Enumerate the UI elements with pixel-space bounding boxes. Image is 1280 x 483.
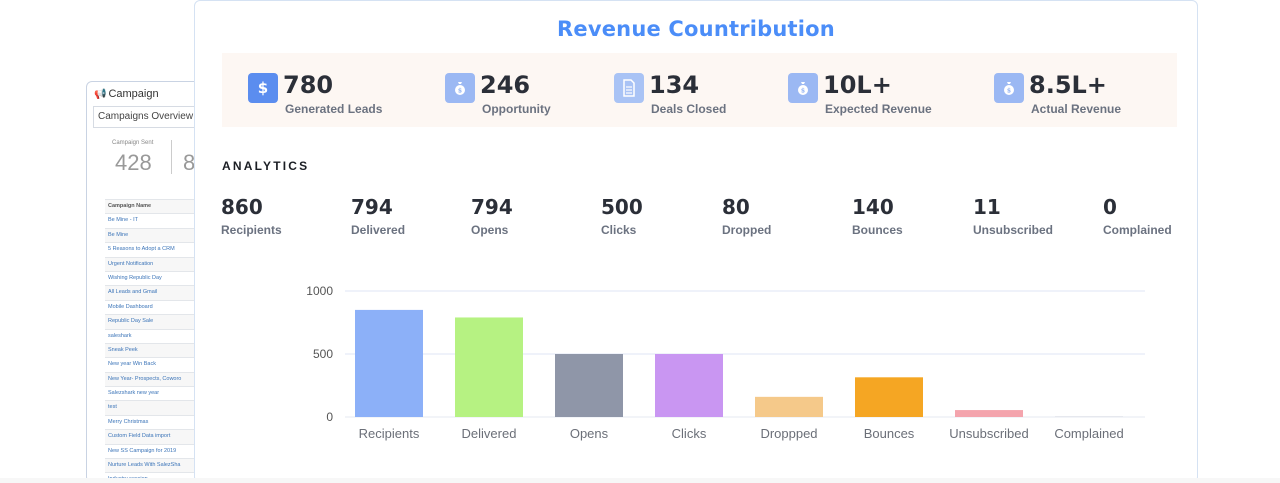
metric-recipients: 860 Recipients (221, 195, 282, 237)
chart-bar[interactable] (555, 354, 623, 417)
metric-label: Complained (1103, 223, 1172, 237)
kpi-value: 780 (283, 71, 334, 99)
table-row[interactable]: All Leads and Gmail (105, 285, 215, 300)
chart-bar[interactable] (655, 354, 723, 417)
table-row[interactable]: Be Mine - IT (105, 213, 215, 227)
metric-label: Clicks (601, 223, 637, 237)
metric-label: Opens (471, 223, 509, 237)
metric-complained: 0 Complained (1103, 195, 1172, 237)
metric-value: 794 (471, 195, 513, 219)
table-row[interactable]: New Year- Prospects, Coworo (105, 371, 215, 387)
svg-text:$: $ (458, 88, 462, 95)
chart-bar[interactable] (955, 410, 1023, 417)
metric-value: 140 (852, 195, 894, 219)
metric-value: 11 (973, 195, 1001, 219)
campaign-sent-label: Campaign Sent (112, 140, 154, 146)
table-row[interactable]: 5 Reasons to Adopt a CRM (105, 242, 215, 256)
table-row[interactable]: Be Mine (105, 227, 215, 243)
document-icon (614, 73, 644, 103)
campaign-table: Campaign Name Be Mine - IT Be Mine 5 Rea… (105, 199, 215, 482)
revenue-card: Revenue Countribution $ 780 Generated Le… (194, 0, 1198, 483)
megaphone-icon: 📢 (94, 89, 107, 100)
metric-label: Delivered (351, 223, 406, 237)
metric-label: Unsubscribed (973, 223, 1054, 237)
y-tick-label: 0 (326, 410, 333, 424)
table-row[interactable]: Mobile Dashboard (105, 299, 215, 314)
table-row[interactable]: New SS Campaign for 2019 (105, 443, 215, 458)
metric-value: 0 (1103, 195, 1117, 219)
svg-text:$: $ (1007, 88, 1011, 95)
svg-text:$: $ (801, 88, 805, 95)
metric-value: 500 (601, 195, 643, 219)
table-row[interactable]: saleshark (105, 328, 215, 343)
y-tick-label: 500 (313, 347, 333, 361)
x-tick-label: Delivered (462, 426, 517, 441)
metric-label: Dropped (722, 223, 772, 237)
metric-label: Recipients (221, 223, 282, 237)
kpi-strip: $ 780 Generated Leads $ 246 Opportunity … (222, 53, 1177, 127)
chart-bar[interactable] (755, 396, 823, 417)
svg-text:$: $ (258, 79, 268, 97)
campaign-title-text: Campaign (108, 88, 159, 100)
stat-divider (171, 140, 172, 174)
x-tick-label: Clicks (672, 426, 707, 441)
kpi-value: 246 (480, 71, 531, 99)
footer-strip (0, 478, 1280, 483)
x-tick-label: Unsubscribed (949, 426, 1029, 441)
kpi-label: Deals Closed (651, 102, 727, 116)
chart-bar[interactable] (855, 377, 923, 417)
table-row[interactable]: Nurture Leads With SalezSha (105, 458, 215, 473)
metric-value: 794 (351, 195, 393, 219)
metric-value: 80 (722, 195, 750, 219)
kpi-value: 10L+ (823, 71, 892, 99)
money-bag-icon: $ (994, 73, 1024, 103)
money-bag-icon: $ (788, 73, 818, 103)
table-row[interactable]: Republic Day Sale (105, 314, 215, 329)
metric-unsubscribed: 11 Unsubscribed (973, 195, 1053, 237)
kpi-value: 134 (649, 71, 700, 99)
analytics-heading: ANALYTICS (222, 159, 310, 173)
campaign-sent-value: 428 (115, 150, 152, 175)
money-bag-icon: $ (445, 73, 475, 103)
metric-label: Bounces (852, 223, 903, 237)
table-row[interactable]: Wishing Republic Day (105, 270, 215, 285)
campaign-stat-partial: 8 (183, 150, 196, 175)
kpi-label: Actual Revenue (1031, 102, 1122, 116)
metric-bounces: 140 Bounces (852, 195, 903, 237)
x-tick-label: Opens (570, 426, 609, 441)
y-tick-label: 1000 (306, 284, 333, 298)
x-tick-label: Recipients (359, 426, 420, 441)
x-tick-label: Complained (1054, 426, 1123, 441)
table-row[interactable]: Urgent Notification (105, 256, 215, 271)
kpi-label: Opportunity (482, 102, 551, 116)
table-row[interactable]: Merry Christmas (105, 414, 215, 429)
chart-bar[interactable] (455, 317, 523, 417)
card-title: Revenue Countribution (557, 17, 835, 41)
table-row[interactable]: test (105, 400, 215, 415)
dollar-icon: $ (248, 73, 278, 103)
analytics-bar-chart: 0 500 1000 Recipients Delivered Opens Clicks Dr… (306, 284, 1145, 441)
campaign-window-title: 📢 Campaign (94, 88, 159, 100)
x-tick-label: Droppped (760, 426, 817, 441)
metric-dropped: 80 Dropped (722, 195, 771, 237)
kpi-value: 8.5L+ (1029, 71, 1107, 99)
table-header: Campaign Name (105, 199, 215, 214)
chart-bar[interactable] (1055, 415, 1123, 417)
metric-value: 860 (221, 195, 263, 219)
table-row[interactable]: Salezshark new year (105, 386, 215, 400)
table-row[interactable]: Custom Field Data import (105, 429, 215, 444)
kpi-label: Expected Revenue (825, 102, 932, 116)
x-tick-label: Bounces (864, 426, 915, 441)
table-row[interactable]: New year Win Back (105, 357, 215, 371)
chart-bar[interactable] (355, 309, 423, 417)
table-row[interactable]: Sneak Peek (105, 342, 215, 358)
metric-delivered: 794 Delivered (351, 195, 405, 237)
metric-clicks: 500 Clicks (601, 195, 643, 237)
kpi-label: Generated Leads (285, 102, 383, 116)
metric-opens: 794 Opens (471, 195, 513, 237)
